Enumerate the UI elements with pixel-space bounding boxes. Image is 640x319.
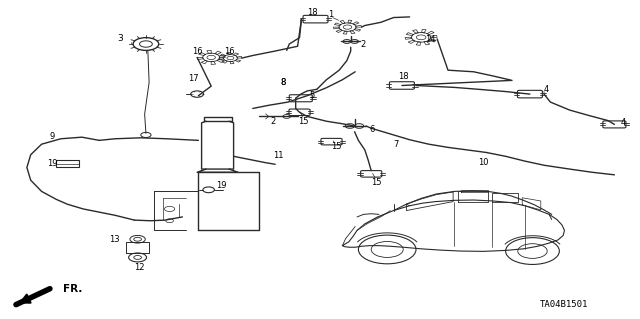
Text: 8: 8 [280,78,285,87]
Text: 17: 17 [188,74,198,83]
Text: 7: 7 [393,140,398,149]
Text: 2: 2 [270,117,275,126]
Text: 9: 9 [50,132,55,141]
Text: 12: 12 [134,263,145,271]
Text: 13: 13 [109,235,119,244]
Text: 6: 6 [370,125,375,134]
Text: 1: 1 [328,10,333,19]
Text: 15: 15 [331,142,341,151]
Text: FR.: FR. [63,284,82,294]
Text: 4: 4 [621,118,626,127]
Text: 14: 14 [425,35,435,44]
Text: 19: 19 [216,181,227,189]
Text: 4: 4 [543,85,548,94]
Text: 2: 2 [360,40,365,48]
Text: 15: 15 [371,178,381,187]
Text: 10: 10 [478,158,488,167]
Text: 18: 18 [398,72,408,81]
Text: 16: 16 [224,47,234,56]
Text: 16: 16 [192,47,202,56]
Text: 15: 15 [298,117,308,126]
Text: TA04B1501: TA04B1501 [540,300,589,309]
Text: 5: 5 [309,91,314,100]
Text: 18: 18 [307,8,317,17]
Text: 19: 19 [47,159,58,168]
Text: 8: 8 [280,78,285,87]
Text: 11: 11 [273,151,284,160]
Text: 3: 3 [118,34,123,43]
